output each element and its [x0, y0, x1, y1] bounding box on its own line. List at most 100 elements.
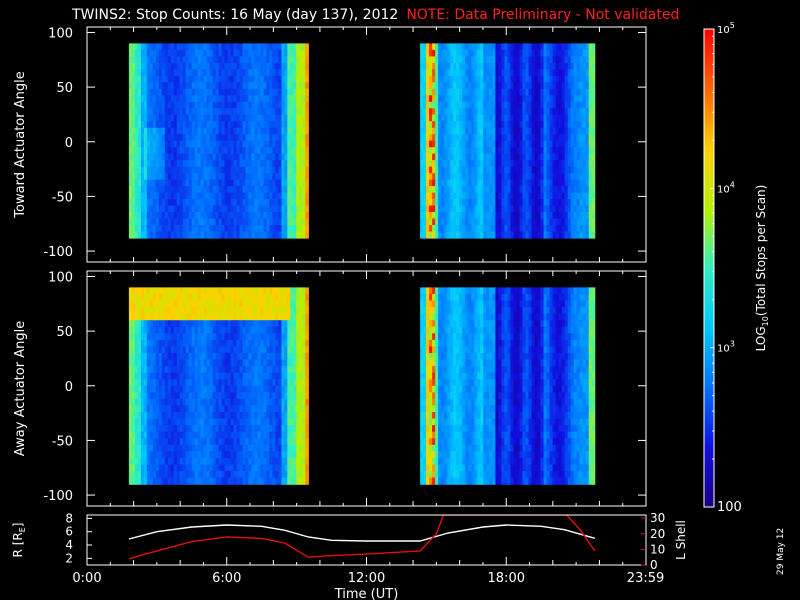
heatmap-cell — [230, 359, 235, 367]
heatmap-cell — [471, 62, 475, 70]
heatmap-cell — [203, 82, 208, 90]
heatmap-cell — [290, 192, 294, 200]
heatmap-cell — [134, 147, 139, 155]
heatmap-cell — [549, 199, 554, 207]
heatmap-cell — [230, 379, 235, 387]
heatmap-cell — [227, 43, 232, 51]
heatmap-cell — [176, 82, 181, 90]
heatmap-cell — [173, 294, 178, 302]
heatmap-cell — [257, 320, 262, 328]
heatmap-cell — [164, 56, 169, 64]
heatmap-cell — [173, 121, 178, 129]
heatmap-cell — [131, 192, 136, 200]
heatmap-cell — [170, 425, 175, 433]
heatmap-cell — [134, 294, 139, 302]
heatmap-cell — [251, 166, 256, 174]
heatmap-cell — [429, 134, 433, 142]
heatmap-cell — [591, 62, 596, 70]
heatmap-cell — [182, 320, 187, 328]
heatmap-cell — [167, 101, 172, 109]
heatmap-cell — [137, 353, 142, 361]
heatmap-cell — [206, 339, 211, 348]
heatmap-cell — [450, 56, 454, 64]
heatmap-cell — [137, 418, 142, 426]
heatmap-cell — [263, 438, 267, 446]
heatmap-cell — [128, 134, 133, 142]
heatmap-cell — [152, 418, 157, 426]
heatmap-cell — [525, 192, 530, 200]
heatmap-cell — [582, 205, 587, 213]
heatmap-cell — [179, 464, 184, 472]
heatmap-cell — [233, 333, 238, 341]
heatmap-cell — [513, 56, 517, 64]
heatmap-cell — [191, 457, 196, 466]
heatmap-cell — [471, 56, 475, 64]
heatmap-cell — [549, 43, 554, 51]
heatmap-cell — [170, 82, 175, 90]
heatmap-cell — [257, 225, 262, 233]
heatmap-cell — [215, 320, 220, 328]
heatmap-cell — [197, 405, 202, 413]
heatmap-cell — [447, 43, 451, 51]
heatmap-cell — [558, 108, 563, 116]
heatmap-cell — [516, 127, 521, 135]
heatmap-cell — [498, 205, 502, 213]
heatmap-cell — [209, 205, 214, 213]
heatmap-cell — [305, 134, 309, 142]
heatmap-cell — [152, 212, 157, 220]
heatmap-cell — [591, 69, 596, 77]
heatmap-cell — [257, 457, 262, 466]
heatmap-cell — [426, 69, 430, 77]
heatmap-cell — [525, 62, 530, 70]
heatmap-cell — [158, 88, 163, 96]
heatmap-cell — [459, 140, 463, 148]
heatmap-cell — [188, 186, 193, 194]
heatmap-cell — [227, 359, 232, 367]
heatmap-cell — [227, 127, 232, 135]
heatmap-cell — [194, 147, 199, 155]
heatmap-cell — [197, 127, 202, 135]
heatmap-cell — [420, 140, 424, 148]
heatmap-cell — [260, 398, 264, 407]
heatmap-cell — [221, 333, 226, 341]
heatmap-cell — [456, 199, 460, 207]
heatmap-cell — [573, 199, 578, 207]
heatmap-cell — [567, 62, 572, 70]
heatmap-cell — [185, 127, 190, 135]
heatmap-cell — [200, 49, 205, 57]
heatmap-cell — [230, 320, 235, 328]
heatmap-cell — [191, 405, 196, 413]
heatmap-cell — [513, 75, 517, 83]
heatmap-cell — [263, 346, 267, 354]
heatmap-cell — [450, 218, 454, 226]
heatmap-cell — [555, 231, 560, 239]
heatmap-cell — [450, 43, 454, 51]
heatmap-cell — [260, 359, 264, 367]
heatmap-cell — [218, 166, 223, 174]
heatmap-cell — [170, 385, 175, 393]
heatmap-cell — [137, 192, 142, 200]
heatmap-cell — [570, 69, 575, 77]
heatmap-cell — [426, 62, 430, 70]
heatmap-cell — [176, 398, 181, 407]
heatmap-cell — [140, 451, 145, 459]
heatmap-cell — [194, 218, 199, 226]
heatmap-cell — [540, 101, 545, 109]
heatmap-cell — [498, 225, 502, 233]
heatmap-cell — [149, 121, 154, 129]
heatmap-cell — [543, 205, 548, 213]
heatmap-cell — [582, 69, 587, 77]
heatmap-cell — [287, 43, 291, 51]
heatmap-cell — [576, 101, 581, 109]
heatmap-cell — [146, 398, 151, 407]
heatmap-cell — [567, 225, 572, 233]
heatmap-cell — [257, 186, 262, 194]
heatmap-cell — [480, 56, 484, 64]
heatmap-cell — [140, 127, 145, 135]
heatmap-cell — [173, 192, 178, 200]
heatmap-cell — [200, 405, 205, 413]
heatmap-cell — [149, 134, 154, 142]
heatmap-cell — [242, 444, 247, 452]
heatmap-cell — [167, 121, 172, 129]
heatmap-cell — [483, 218, 487, 226]
